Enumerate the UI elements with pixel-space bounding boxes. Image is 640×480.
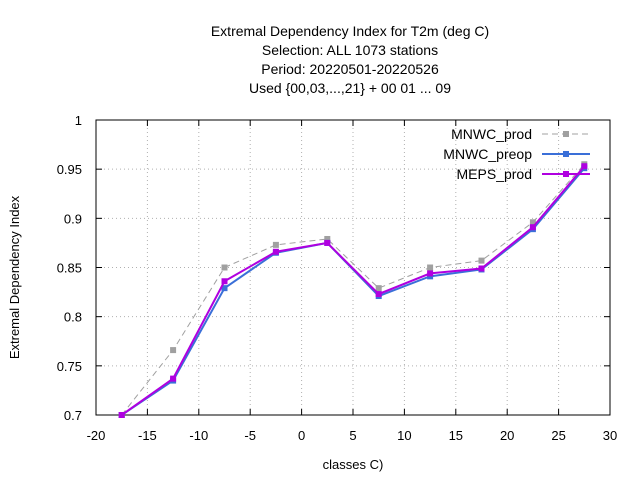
- x-tick-label: 20: [500, 428, 514, 443]
- title-line: Extremal Dependency Index for T2m (deg C…: [211, 23, 489, 39]
- series-line: [121, 163, 585, 416]
- legend-label: MNWC_preop: [443, 146, 532, 162]
- legend-marker: [563, 151, 569, 157]
- data-point: [272, 248, 279, 255]
- data-point: [375, 285, 382, 292]
- series-line: [121, 167, 586, 416]
- x-tick-label: -10: [189, 428, 208, 443]
- data-point: [170, 375, 177, 382]
- y-tick-label: 1: [75, 113, 82, 128]
- legend-marker: [563, 131, 569, 137]
- data-point: [478, 257, 485, 264]
- data-point: [581, 163, 588, 170]
- data-point: [272, 241, 279, 248]
- legend-label: MEPS_prod: [457, 166, 532, 182]
- chart-title: Extremal Dependency Index for T2m (deg C…: [211, 23, 489, 96]
- x-tick-label: 0: [298, 428, 305, 443]
- y-tick-label: 0.75: [57, 359, 82, 374]
- legend-label: MNWC_prod: [451, 126, 532, 142]
- data-point: [221, 285, 228, 292]
- data-point: [324, 235, 331, 242]
- x-tick-label: -15: [138, 428, 157, 443]
- x-tick-label: 15: [449, 428, 463, 443]
- x-tick-label: 25: [551, 428, 565, 443]
- y-tick-label: 0.9: [64, 211, 82, 226]
- data-point: [529, 224, 536, 231]
- title-line: Selection: ALL 1073 stations: [262, 42, 438, 58]
- data-point: [375, 291, 382, 298]
- data-point: [427, 264, 434, 271]
- x-tick-label: -5: [244, 428, 256, 443]
- series: [118, 161, 588, 418]
- title-line: Period: 20220501-20220526: [261, 61, 439, 77]
- data-point: [324, 239, 331, 246]
- y-axis-label: Extremal Dependency Index: [7, 195, 22, 359]
- data-point: [170, 347, 177, 354]
- axis-ticks: -20 -15 -10 -5 0 5 10 15 20 25 30 0.7 0.75 0.8 0.85 0.9…: [57, 113, 618, 443]
- data-point: [427, 270, 434, 277]
- y-tick-label: 0.7: [64, 408, 82, 423]
- legend: MNWC_prod MNWC_preop MEPS_prod: [443, 126, 590, 182]
- x-axis-label: classes C): [323, 457, 384, 472]
- data-point: [478, 265, 485, 272]
- x-tick-label: -20: [87, 428, 106, 443]
- series-MNWC_prod: [118, 161, 588, 418]
- data-point: [221, 278, 228, 285]
- x-tick-label: 5: [349, 428, 356, 443]
- series-MEPS_prod: [118, 163, 588, 418]
- y-tick-label: 0.85: [57, 261, 82, 276]
- data-point: [118, 412, 125, 418]
- y-tick-label: 0.8: [64, 310, 82, 325]
- y-tick-label: 0.95: [57, 162, 82, 177]
- data-point: [529, 219, 536, 226]
- title-line: Used {00,03,...,21} + 00 01 ... 09: [249, 80, 451, 96]
- series-line: [121, 165, 586, 416]
- x-tick-label: 10: [397, 428, 411, 443]
- data-point: [221, 264, 228, 271]
- legend-marker: [563, 171, 569, 177]
- x-tick-label: 30: [603, 428, 617, 443]
